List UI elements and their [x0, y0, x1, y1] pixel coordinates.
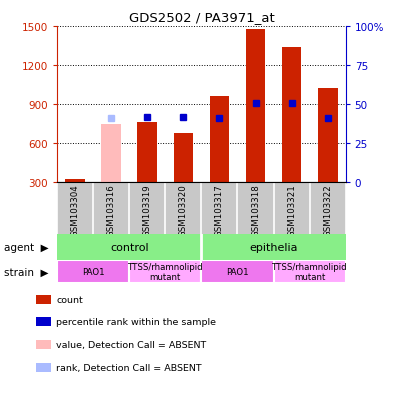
- Bar: [66, 180, 85, 183]
- Text: GSM103316: GSM103316: [107, 184, 116, 237]
- Bar: [102, 125, 121, 183]
- Bar: [210, 97, 229, 183]
- Text: PAO1: PAO1: [226, 267, 249, 276]
- Bar: [201, 261, 274, 283]
- Text: GSM103304: GSM103304: [71, 184, 80, 237]
- Bar: [246, 29, 265, 183]
- Bar: [57, 261, 130, 283]
- Text: GSM103321: GSM103321: [287, 184, 296, 237]
- Text: GSM103322: GSM103322: [323, 184, 332, 237]
- Text: rank, Detection Call = ABSENT: rank, Detection Call = ABSENT: [56, 363, 202, 372]
- Text: PAO1: PAO1: [82, 267, 105, 276]
- Text: GSM103318: GSM103318: [251, 184, 260, 237]
- Text: percentile rank within the sample: percentile rank within the sample: [56, 318, 216, 327]
- Text: value, Detection Call = ABSENT: value, Detection Call = ABSENT: [56, 340, 207, 349]
- Text: TTSS/rhamnolipid
mutant: TTSS/rhamnolipid mutant: [272, 262, 347, 281]
- Bar: [130, 261, 201, 283]
- Bar: [318, 89, 337, 183]
- Bar: [282, 47, 301, 183]
- Text: agent  ▶: agent ▶: [4, 242, 49, 252]
- Text: epithelia: epithelia: [249, 242, 298, 252]
- Text: count: count: [56, 295, 83, 304]
- Bar: [173, 133, 193, 183]
- Title: GDS2502 / PA3971_at: GDS2502 / PA3971_at: [129, 11, 274, 24]
- Text: control: control: [110, 242, 149, 252]
- Text: TTSS/rhamnolipid
mutant: TTSS/rhamnolipid mutant: [128, 262, 203, 281]
- Bar: [137, 123, 157, 183]
- Bar: [274, 261, 346, 283]
- Text: strain  ▶: strain ▶: [4, 267, 49, 277]
- Text: GSM103319: GSM103319: [143, 184, 152, 237]
- Text: GSM103317: GSM103317: [215, 184, 224, 237]
- Text: GSM103320: GSM103320: [179, 184, 188, 237]
